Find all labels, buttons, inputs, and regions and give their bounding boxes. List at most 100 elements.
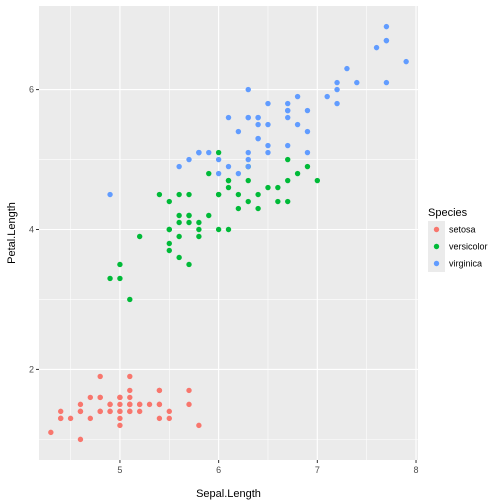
data-point-versicolor <box>186 212 192 219</box>
x-axis-title: Sepal.Length <box>196 488 261 500</box>
data-point-setosa <box>127 387 133 394</box>
data-point-virginica <box>206 149 212 156</box>
data-point-virginica <box>265 142 271 149</box>
data-point-versicolor <box>225 177 232 184</box>
data-point-versicolor <box>235 205 242 212</box>
data-point-setosa <box>186 401 192 408</box>
data-point-versicolor <box>186 219 192 226</box>
x-tick-label: 6 <box>216 465 221 475</box>
panel-background <box>39 6 418 460</box>
data-point-versicolor <box>196 226 202 233</box>
legend-title: Species <box>428 207 468 219</box>
data-point-versicolor <box>186 191 192 198</box>
data-point-virginica <box>383 79 390 86</box>
data-point-setosa <box>117 401 123 408</box>
data-point-versicolor <box>285 177 291 184</box>
data-point-virginica <box>383 37 390 44</box>
legend-label-versicolor: versicolor <box>449 242 488 252</box>
data-point-setosa <box>166 408 172 415</box>
data-point-versicolor <box>127 296 133 303</box>
data-point-virginica <box>255 121 261 128</box>
data-point-virginica <box>107 191 113 198</box>
data-point-setosa <box>196 422 202 429</box>
data-point-setosa <box>117 422 123 429</box>
data-point-setosa <box>77 408 84 415</box>
data-point-virginica <box>176 163 182 170</box>
data-point-versicolor <box>107 275 113 282</box>
data-point-setosa <box>77 401 84 408</box>
data-point-versicolor <box>166 226 172 233</box>
data-point-virginica <box>294 121 301 128</box>
data-point-setosa <box>87 415 94 422</box>
data-point-versicolor <box>196 219 202 226</box>
legend-label-setosa: setosa <box>449 225 476 235</box>
data-point-versicolor <box>166 247 172 254</box>
data-point-versicolor <box>156 191 163 198</box>
data-point-virginica <box>255 114 261 121</box>
data-point-setosa <box>156 401 163 408</box>
data-point-virginica <box>285 114 291 121</box>
data-point-versicolor <box>304 163 311 170</box>
data-point-virginica <box>235 128 242 135</box>
data-point-virginica <box>354 79 360 86</box>
data-point-versicolor <box>136 233 143 240</box>
data-point-setosa <box>117 394 123 401</box>
data-point-setosa <box>97 394 103 401</box>
data-point-versicolor <box>255 205 261 212</box>
data-point-virginica <box>285 107 291 114</box>
data-point-versicolor <box>196 233 202 240</box>
data-point-versicolor <box>285 156 291 163</box>
y-axis-title: Petal.Length <box>6 202 18 264</box>
data-point-setosa <box>136 401 143 408</box>
data-point-versicolor <box>215 226 222 233</box>
data-point-versicolor <box>225 226 232 233</box>
data-point-virginica <box>304 128 311 135</box>
data-point-versicolor <box>176 254 182 261</box>
minor-gridlines <box>39 6 418 460</box>
data-points <box>48 23 409 443</box>
data-point-setosa <box>117 415 123 422</box>
data-point-virginica <box>383 23 390 30</box>
data-point-virginica <box>186 156 192 163</box>
data-point-versicolor <box>265 184 271 191</box>
data-point-virginica <box>225 114 232 121</box>
data-point-versicolor <box>206 212 212 219</box>
data-point-virginica <box>196 149 202 156</box>
data-point-virginica <box>373 44 380 51</box>
x-axis: 5 6 7 8 <box>117 460 419 475</box>
data-point-versicolor <box>117 275 123 282</box>
data-point-versicolor <box>285 198 291 205</box>
data-point-versicolor <box>314 177 321 184</box>
data-point-setosa <box>127 401 133 408</box>
legend-swatch-versicolor <box>433 243 440 250</box>
data-point-versicolor <box>176 219 182 226</box>
data-point-virginica <box>215 156 222 163</box>
data-point-versicolor <box>215 191 222 198</box>
data-point-setosa <box>156 415 163 422</box>
data-point-virginica <box>245 163 251 170</box>
data-point-virginica <box>304 107 311 114</box>
data-point-setosa <box>58 415 64 422</box>
data-point-versicolor <box>275 184 281 191</box>
data-point-versicolor <box>166 198 172 205</box>
data-point-versicolor <box>186 261 192 268</box>
data-point-setosa <box>146 401 153 408</box>
data-point-versicolor <box>245 198 251 205</box>
data-point-versicolor <box>255 191 261 198</box>
y-tick-label: 2 <box>29 364 34 374</box>
legend: Species setosa versicolor virginica <box>428 207 488 272</box>
data-point-setosa <box>136 408 143 415</box>
data-point-virginica <box>235 170 242 177</box>
data-point-versicolor <box>275 198 281 205</box>
data-point-setosa <box>127 394 133 401</box>
data-point-virginica <box>334 86 340 93</box>
legend-swatch-setosa <box>433 226 440 233</box>
y-tick-label: 4 <box>29 225 34 235</box>
data-point-setosa <box>117 408 123 415</box>
x-tick-label: 8 <box>414 465 419 475</box>
data-point-versicolor <box>215 149 222 156</box>
x-tick-label: 7 <box>315 465 320 475</box>
data-point-setosa <box>87 394 94 401</box>
data-point-virginica <box>285 142 291 149</box>
